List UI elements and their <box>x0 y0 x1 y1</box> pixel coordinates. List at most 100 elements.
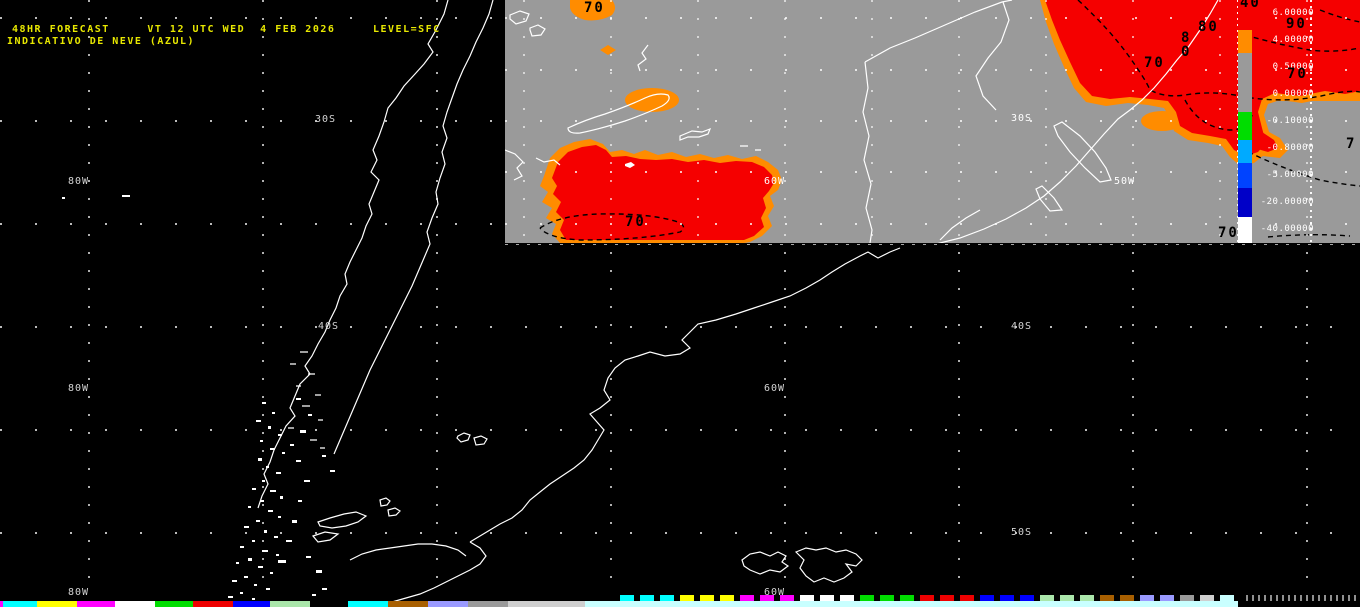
color-scale-label: -0.80000 <box>1266 143 1314 153</box>
contour-label-70: 70 <box>1144 55 1165 71</box>
forecast-header-line1: 48HR FORECAST VT 12 UTC WED 4 FEB 2026 L… <box>12 24 441 35</box>
color-scale-label: -40.00000 <box>1260 224 1314 234</box>
inset-grid-dot-col <box>784 0 786 243</box>
shading-layer <box>505 0 1360 243</box>
inset-grid-dot-col <box>871 0 873 243</box>
dashed-contours <box>539 0 1360 241</box>
inset-dotted-meridian <box>1310 0 1312 243</box>
bottom-colorbar-row2-segment <box>310 601 348 607</box>
border-line <box>333 0 494 455</box>
bottom-colorbar-row2-segment <box>233 601 270 607</box>
bottom-colorbar-row1-dash <box>1060 595 1074 601</box>
bottom-colorbar-row2-segment <box>468 601 508 607</box>
color-scale-label: -20.00000 <box>1260 197 1314 207</box>
bottom-colorbar-row1-dash <box>960 595 974 601</box>
bottom-colorbar-row2-segment <box>3 601 37 607</box>
color-scale-label: 0.00000 <box>1272 89 1314 99</box>
color-scale-label: 0.50000 <box>1272 62 1314 72</box>
inset-grid-dot-col <box>697 0 699 243</box>
color-scale-label: 6.00000 <box>1272 8 1314 18</box>
bottom-colorbar-row1-dash <box>720 595 734 601</box>
inset-grid-dot-col <box>1306 0 1308 243</box>
grid-dot-col <box>88 0 90 594</box>
grid-dot-col <box>1132 0 1134 594</box>
inset-map <box>505 0 1360 243</box>
inset-grid-dot-row <box>505 223 1360 225</box>
grid-label-80w: 80W <box>68 383 90 394</box>
bottom-colorbar-row2-segment <box>428 601 468 607</box>
bottom-colorbar-row1-dash <box>840 595 854 601</box>
bottom-colorbar-row1-dash <box>1200 595 1214 601</box>
contour-label-70: 70 <box>1218 225 1239 241</box>
grid-dot-col <box>610 0 612 594</box>
grid-label-50s: 50S <box>1011 527 1033 538</box>
inset-grid-dot-col <box>1045 0 1047 243</box>
bottom-colorbar-row1-dash <box>760 595 774 601</box>
bottom-colorbar-row2-segment <box>270 601 310 607</box>
inset-grid-dot-row <box>505 17 1360 19</box>
contour-label-0: 0 <box>1181 44 1192 60</box>
bottom-colorbar-row1-dash <box>680 595 694 601</box>
bottom-colorbar-row1-dash <box>1120 595 1134 601</box>
color-scale-label: -5.00000 <box>1266 170 1314 180</box>
bottom-colorbar-row2-segment <box>348 601 388 607</box>
bottom-colorbar-row2-segment <box>1238 601 1360 607</box>
coastline-chile <box>257 0 449 509</box>
island-speckles <box>62 195 335 600</box>
bottom-colorbar-row2-segment <box>155 601 193 607</box>
bottom-colorbar-row2-segment <box>37 601 77 607</box>
grid-dot-row <box>0 532 1360 534</box>
forecast-header-line2: INDICATIVO DE NEVE (AZUL) <box>7 36 196 47</box>
inset-geography <box>505 0 1219 243</box>
inset-grid-dot-col <box>610 0 612 243</box>
color-scale-swatch <box>1238 217 1252 243</box>
grid-label-40s: 40S <box>318 321 340 332</box>
grid-label-30s: 30S <box>315 114 337 125</box>
contour-label-7: 7 <box>1346 136 1357 152</box>
color-scale-swatch <box>1238 53 1252 112</box>
color-scale-label: 4.00000 <box>1272 35 1314 45</box>
contour-label-80: 80 <box>1198 19 1219 35</box>
inset-grid-dot-row <box>505 171 1360 173</box>
grid-dot-col <box>784 0 786 594</box>
bottom-colorbar-row1-dash <box>620 595 634 601</box>
inset-bottom-frame <box>505 244 1360 245</box>
bottom-colorbar-row1-dash <box>860 595 874 601</box>
bottom-colorbar-row2-segment <box>388 601 428 607</box>
grid-label-60w: 60W <box>764 587 786 598</box>
bottom-colorbar-row1-dash <box>820 595 834 601</box>
bottom-colorbar-row1-dash <box>1220 595 1234 601</box>
bottom-colorbar-row1-dash <box>1160 595 1174 601</box>
contour-label-70: 70 <box>1287 66 1308 82</box>
grid-label-60w: 60W <box>764 176 786 187</box>
grid-dot-col <box>262 0 264 594</box>
contour-label-40: 40 <box>1240 0 1261 11</box>
bottom-colorbar-row1-dash <box>740 595 754 601</box>
tick-strip <box>1246 595 1358 601</box>
contour-label-70: 70 <box>625 214 646 230</box>
bottom-colorbar-row1-dash <box>640 595 654 601</box>
coastline-tierra-del-fuego <box>377 541 487 605</box>
contour-label-90: 90 <box>1286 16 1307 32</box>
grid-dot-col <box>436 0 438 594</box>
color-scale-swatch <box>1238 188 1252 217</box>
bottom-colorbar-row2-segment <box>193 601 233 607</box>
grid-label-80w: 80W <box>68 587 90 598</box>
color-scale-swatch <box>1238 0 1252 30</box>
snow-contour-red <box>552 145 774 240</box>
grid-label-80w: 80W <box>68 176 90 187</box>
bottom-colorbar-row2-segment <box>77 601 115 607</box>
bottom-colorbar-row1-dash <box>940 595 954 601</box>
bottom-colorbar-row2-segment <box>115 601 155 607</box>
color-scale-swatch <box>1238 30 1252 53</box>
falkland-east <box>794 547 863 583</box>
color-scale-swatch <box>1238 112 1252 140</box>
bottom-colorbar-row2-segment <box>0 601 3 607</box>
contour-label-8: 8 <box>1181 30 1192 46</box>
inset-grid-dot-col <box>1132 0 1134 243</box>
bottom-colorbar-row1-dash <box>1080 595 1094 601</box>
inset-grid-dot-col <box>523 0 525 243</box>
inset-grid-dot-row <box>505 120 1360 122</box>
